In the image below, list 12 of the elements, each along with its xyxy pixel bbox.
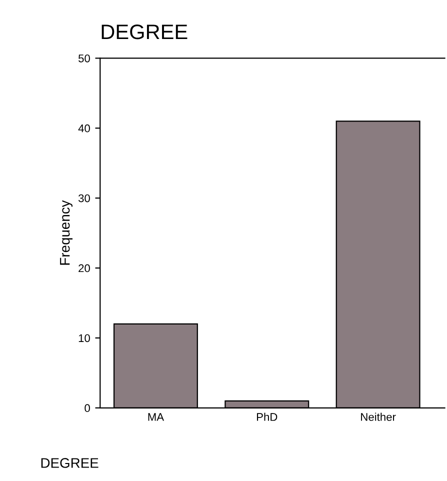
y-tick-label: 40 (78, 124, 90, 132)
x-axis-title: DEGREE (41, 458, 98, 468)
y-axis-title: Frequency (60, 200, 72, 265)
chart-title: DEGREE (102, 24, 188, 40)
y-tick-label: 10 (78, 334, 90, 342)
x-tick-label: MA (148, 413, 164, 421)
y-tick-label: 20 (78, 264, 90, 272)
x-tick-label: Neither (361, 412, 396, 421)
y-tick-label: 50 (78, 54, 90, 62)
y-tick-label: 30 (78, 194, 90, 202)
x-tick-label: PhD (256, 412, 278, 421)
y-tick-label: 0 (84, 404, 90, 412)
